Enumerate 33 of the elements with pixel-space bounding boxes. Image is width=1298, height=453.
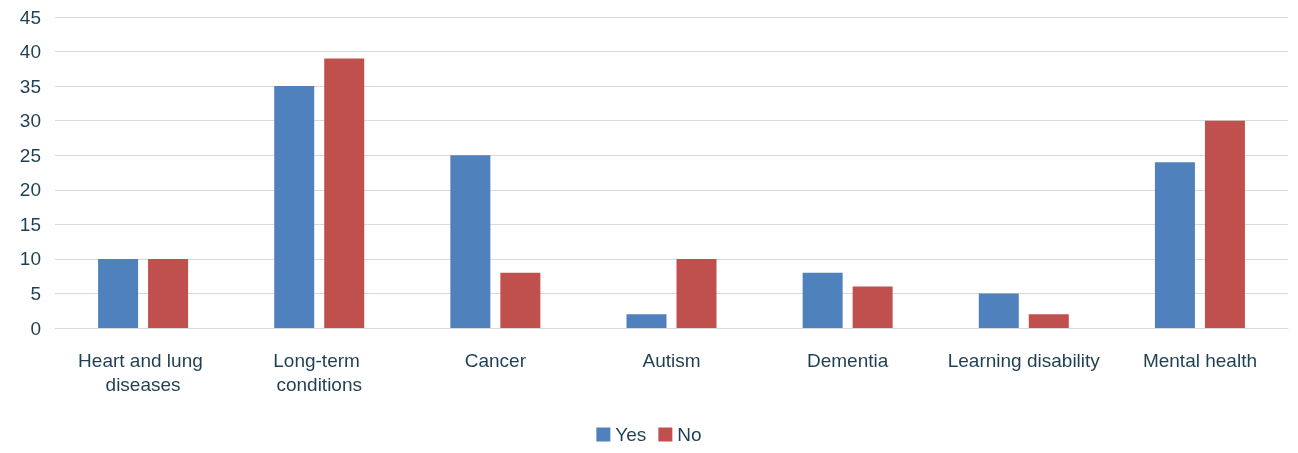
x-tick-label: Mental health: [1142, 349, 1257, 371]
bar: [148, 258, 189, 328]
x-tick-label: Autism: [642, 349, 701, 371]
bar: [274, 86, 315, 328]
bar: [676, 258, 717, 328]
x-tick-label: Cancer: [464, 349, 527, 371]
y-tick-label: 35: [19, 75, 41, 97]
bar: [802, 272, 843, 328]
bar: [324, 58, 365, 328]
bar: [852, 286, 893, 328]
y-tick-label: 5: [30, 282, 41, 304]
legend-label: Yes: [615, 424, 647, 445]
bar: [626, 314, 667, 328]
y-tick-label: 0: [30, 317, 41, 339]
x-tick-label: Heart and lung diseases: [78, 349, 209, 395]
legend-label: No: [677, 424, 702, 445]
y-tick-label: 45: [19, 6, 41, 28]
x-tick-label: Long-term conditions: [273, 349, 366, 395]
y-tick-label: 10: [19, 248, 41, 270]
bar: [450, 155, 491, 328]
x-tick-label: Dementia: [806, 349, 889, 371]
y-tick-label: 30: [19, 110, 41, 132]
bar: [500, 272, 541, 328]
y-tick-label: 20: [19, 179, 41, 201]
y-tick-label: 40: [19, 41, 41, 63]
x-tick-label: Learning disability: [947, 349, 1101, 371]
y-tick-label: 25: [19, 144, 41, 166]
bar: [1028, 314, 1069, 328]
y-tick-label: 15: [19, 213, 41, 235]
bar: [1154, 162, 1195, 328]
bar: [978, 293, 1019, 328]
bar: [1204, 120, 1245, 328]
bar: [98, 258, 139, 328]
